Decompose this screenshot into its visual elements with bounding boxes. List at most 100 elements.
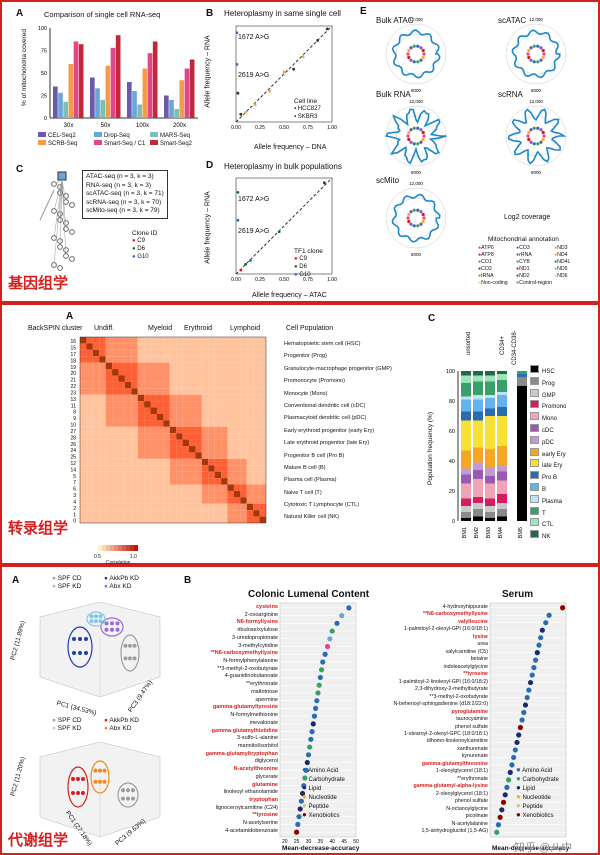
heat-cell [259,452,266,459]
heat-cell [176,369,183,376]
heat-cell [169,420,177,427]
heat-cell [112,471,119,479]
clone-g10: ● G10 [132,254,149,260]
heat-cell [182,420,190,427]
heat-cell [150,356,157,363]
heat-cell [201,394,209,402]
tree-edge [53,179,63,212]
heat-cell [144,433,151,440]
heat-cell [150,413,157,421]
heat-cell [246,337,254,344]
row-label: 10 [70,423,76,429]
c2-legend-item: Pro B [530,471,600,483]
heat-cell [253,343,260,350]
heat-cell [176,394,183,402]
metabolite-label: N-acetylserine [242,820,278,827]
heat-cell [86,503,93,511]
annotation-item: ●CYB [516,259,530,265]
heat-cell [182,433,190,440]
y-tick: 100 [38,26,47,32]
heat-cell [176,381,183,389]
c2-legend-item: CTL [530,518,600,530]
point [249,259,252,262]
clone-id-title: Clone ID [132,230,158,237]
heat-cell [163,337,170,344]
row-label: 18 [70,358,76,364]
gene-marker [406,134,410,138]
ring-label: 8000 [411,252,422,257]
heat-cell [246,510,254,517]
heat-cell [182,401,190,408]
dot [316,682,322,688]
heat-cell [80,343,87,350]
heat-cell [227,516,234,523]
bar [58,92,63,118]
heat-cell [240,401,247,408]
heat-cell [182,446,190,453]
x-tick: 50x [101,123,111,129]
dot [304,759,310,766]
gene-marker [529,46,533,50]
heat-cell [99,478,106,485]
heat-cell [169,497,177,504]
gene-marker [529,140,533,144]
pca-point [131,796,135,801]
pca-ellipse [67,626,93,668]
pca-point [123,643,128,648]
heat-cell [182,497,190,504]
gene-marker [416,224,420,228]
heat-cell [259,375,266,382]
stack-seg [473,462,483,470]
heat-cell [131,465,138,472]
gene-marker [407,130,411,135]
bar [179,80,185,118]
heat-cell [92,394,100,402]
heat-cell [195,369,202,376]
heat-cell [144,381,151,389]
heat-cell [144,401,151,408]
heat-cell [163,369,170,376]
heat-cell [150,478,157,485]
heat-cell [208,356,215,363]
heat-cell [163,439,170,447]
point [316,39,319,42]
stack-seg [497,380,507,392]
heat-cell [144,349,151,357]
coverage-trace [391,193,441,243]
dot-legend-item: ● Xenobiotics [516,810,554,820]
heat-cell [99,446,106,453]
metabolite-label: cysteine [255,604,278,610]
heat-cell [189,413,196,421]
heat-cell [176,426,183,434]
heat-cell [80,407,87,414]
heat-cell [259,356,266,363]
heat-cell [156,356,164,363]
heat-cell [214,356,222,363]
point [268,89,271,93]
heat-cell [189,452,196,459]
legend-skbr3: SKBR3 [297,114,318,120]
circular-coverage-plots: 12,000 8000 12,000 8000 12,000 8000 12,000 8000… [384,17,567,257]
heat-cell [201,452,209,459]
heat-cell [137,394,145,402]
dot [522,702,529,708]
heat-cell [240,343,247,350]
c2-legend-item: Plasma [530,494,600,507]
heat-cell [208,484,215,491]
heat-cell [163,362,170,370]
heat-cell [86,426,93,434]
point [244,263,247,266]
heat-cell [156,490,164,498]
heat-cell [221,375,228,382]
heat-cell [144,497,151,504]
ring-label: 12,000 [409,99,423,104]
heat-cell [80,433,87,440]
stack-seg [517,374,527,377]
x-tick: 200x [173,123,186,129]
heat-cell [214,381,222,389]
heat-cell [169,503,177,511]
group-lymphoid: Lymphoid [230,325,261,332]
heat-cell [137,413,145,421]
gene-marker [532,126,536,130]
annotation-item: ●ND4 [554,252,568,258]
